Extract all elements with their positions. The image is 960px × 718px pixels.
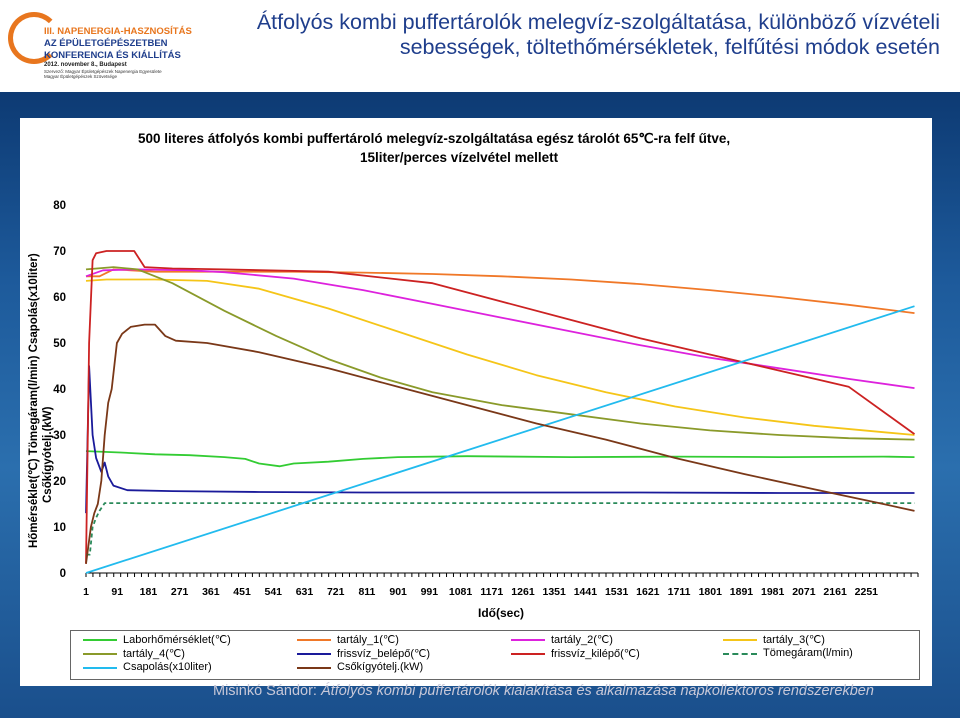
- x-tick-label: 811: [358, 586, 375, 598]
- chart-title-line-2: 15liter/perces vízelvétel mellett: [360, 150, 559, 165]
- logo-line-6: Magyar Épületgépészek Szövetsége: [44, 74, 118, 79]
- series-line-2: [85, 268, 915, 389]
- footer-text: Átfolyós kombi puffertárolók kialakítása…: [321, 683, 874, 699]
- logo-line-4: 2012. november 8., Budapest: [44, 62, 127, 68]
- x-tick-label: 1351: [543, 586, 567, 598]
- y-tick-label: 40: [53, 384, 66, 396]
- legend-swatch: [83, 667, 117, 669]
- series-line-4: [85, 266, 915, 441]
- x-tick-label: 1711: [668, 586, 691, 598]
- legend-swatch: [83, 653, 117, 655]
- series-line-8: [85, 305, 915, 574]
- legend-label: Tömegáram(l/min): [763, 647, 853, 659]
- legend-label: Csőkígyótelj.(kW): [337, 661, 424, 673]
- series-line-0: [85, 450, 915, 468]
- x-tick-label: 631: [296, 586, 314, 598]
- y-tick-label: 60: [53, 292, 66, 304]
- legend-label: tartály_2(℃): [551, 634, 613, 646]
- slide-title-line-2: sebességek, töltethőmérsékletek, felfűté…: [399, 35, 940, 59]
- logo-line-5: Szervező: Magyar Épületgépészek Napenerg…: [44, 69, 162, 74]
- y-tick-label: 80: [53, 200, 66, 212]
- x-tick-label: 721: [327, 586, 345, 598]
- y-tick-label: 70: [53, 246, 66, 258]
- x-tick-label: 2251: [855, 586, 879, 598]
- series-line-1: [86, 268, 915, 314]
- x-tick-label: 1531: [605, 586, 629, 598]
- legend-label: Laborhőmérséklet(℃): [123, 634, 231, 646]
- x-tick-label: 361: [202, 586, 220, 598]
- y-tick-label: 30: [53, 430, 66, 442]
- series-line-9: [85, 323, 915, 564]
- legend-swatch: [723, 653, 757, 655]
- x-tick-label: 1171: [480, 586, 503, 598]
- x-tick-label: 1261: [511, 586, 535, 598]
- y-tick-label: 20: [53, 476, 66, 488]
- legend-swatch: [297, 639, 331, 641]
- x-tick-label: 1: [83, 586, 89, 598]
- x-tick-label: 1891: [730, 586, 754, 598]
- slide-footer: Misinkó Sándor: Átfolyós kombi puffertár…: [213, 683, 874, 699]
- y-tick-label: 50: [53, 338, 66, 350]
- x-tick-label: 1801: [699, 586, 723, 598]
- logo-line-2: AZ ÉPÜLETGÉPÉSZETBEN: [44, 38, 168, 49]
- legend-label: tartály_3(℃): [763, 634, 825, 646]
- legend-swatch: [511, 653, 545, 655]
- chart-panel: 500 literes átfolyós kombi puffertároló …: [20, 118, 932, 686]
- x-axis-title: Idő(sec): [478, 606, 524, 620]
- chart-legend: Laborhőmérséklet(℃) tartály_1(℃) tartály_2…: [70, 630, 920, 680]
- legend-label: frissvíz_kilépő(℃): [551, 648, 640, 660]
- x-tick-label: 1621: [636, 586, 660, 598]
- slide-title: Átfolyós kombi puffertárolók melegvíz-sz…: [220, 10, 940, 60]
- legend-swatch: [511, 639, 545, 641]
- legend-swatch: [297, 653, 331, 655]
- logo-line-1: III. NAPENERGIA-HASZNOSÍTÁS: [44, 26, 192, 37]
- footer-author: Misinkó Sándor:: [213, 683, 317, 699]
- x-tick-label: 1081: [449, 586, 473, 598]
- y-tick-label: 10: [53, 522, 66, 534]
- slide-header: III. NAPENERGIA-HASZNOSÍTÁS AZ ÉPÜLETGÉP…: [0, 0, 960, 92]
- y-axis-label-line-1: Hőmérséklet(℃) Tömegáram(l/min) Csapolás…: [28, 253, 40, 548]
- x-tick-label: 541: [265, 586, 283, 598]
- slide-title-line-1: Átfolyós kombi puffertárolók melegvíz-sz…: [256, 10, 940, 34]
- legend-label: tartály_4(℃): [123, 648, 185, 660]
- legend-swatch: [723, 639, 757, 641]
- x-tick-label: 451: [233, 586, 251, 598]
- y-tick-label: 0: [60, 568, 66, 580]
- y-axis-label-line-2: Csőkígyótelj.(kW): [42, 406, 54, 503]
- series-line-7: [86, 502, 915, 556]
- x-tick-label: 1981: [761, 586, 785, 598]
- legend-label: Csapolás(x10liter): [123, 661, 212, 673]
- x-tick-label: 2161: [823, 586, 847, 598]
- x-tick-label: 271: [171, 586, 189, 598]
- legend-label: frissvíz_belépő(℃): [337, 648, 431, 660]
- series-line-3: [85, 278, 915, 436]
- chart-title-line-1: 500 literes átfolyós kombi puffertároló …: [138, 131, 731, 146]
- legend-label: tartály_1(℃): [337, 634, 399, 646]
- logo-sun-arc-icon: [8, 12, 60, 64]
- series-line-5: [85, 365, 915, 514]
- x-tick-label: 901: [389, 586, 407, 598]
- legend-swatch: [297, 667, 331, 669]
- logo-line-3: KONFERENCIA ÉS KIÁLLÍTÁS: [44, 50, 181, 61]
- legend-swatch: [83, 639, 117, 641]
- x-tick-label: 991: [421, 586, 439, 598]
- x-tick-label: 2071: [792, 586, 816, 598]
- line-chart: 0 10 20 30 40 50 60 70 80 1 91 181 271 361 451 541 631 72…: [53, 200, 919, 620]
- conference-logo: III. NAPENERGIA-HASZNOSÍTÁS AZ ÉPÜLETGÉP…: [6, 8, 196, 80]
- x-tick-label: 181: [140, 586, 158, 598]
- x-tick-label: 1441: [574, 586, 598, 598]
- x-tick-label: 91: [111, 586, 123, 598]
- series-line-6: [85, 250, 916, 564]
